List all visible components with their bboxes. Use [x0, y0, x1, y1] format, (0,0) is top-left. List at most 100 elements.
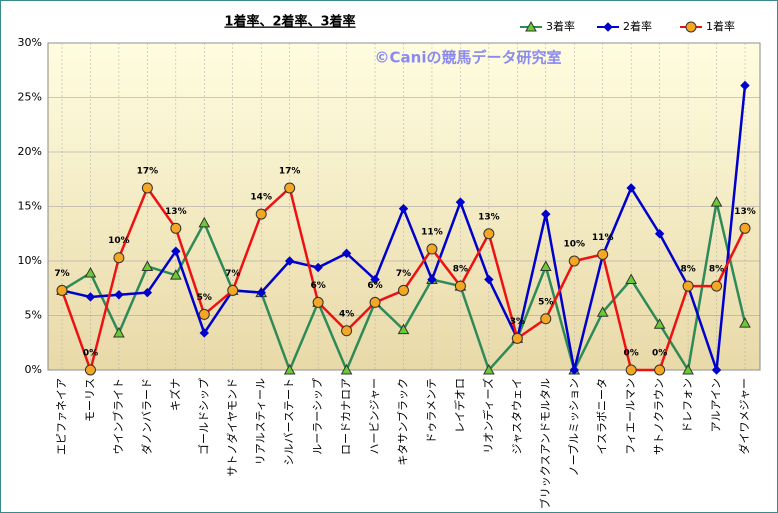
y-tick-label: 25%: [18, 91, 42, 104]
point: [654, 364, 666, 376]
point: [626, 183, 636, 193]
point: [654, 229, 665, 239]
point: [739, 317, 751, 328]
data-label: 11%: [592, 233, 614, 243]
point: [370, 274, 380, 285]
y-tick-label: 15%: [18, 200, 42, 213]
point: [539, 260, 552, 271]
point: [169, 269, 182, 280]
point: [454, 280, 466, 292]
point: [711, 280, 723, 292]
point: [341, 325, 353, 337]
x-tick-label: リアルスティール: [254, 378, 267, 465]
point: [596, 306, 609, 317]
data-label: 17%: [279, 166, 301, 176]
point: [597, 248, 609, 260]
point: [198, 308, 210, 320]
data-label: 7%: [54, 269, 69, 279]
data-label: 0%: [624, 349, 639, 359]
point: [426, 243, 438, 255]
point: [653, 318, 666, 329]
point: [170, 222, 182, 234]
x-tick-label: モーリス: [83, 378, 96, 422]
x-tick-label: レイデオロ: [452, 378, 466, 433]
point: [625, 364, 637, 376]
watermark: ©Caniの競馬データ研究室: [375, 49, 562, 67]
point: [369, 296, 381, 308]
point: [227, 284, 239, 296]
point: [710, 196, 723, 207]
point: [56, 284, 68, 296]
point: [483, 363, 495, 375]
point: [484, 274, 494, 285]
point: [340, 363, 353, 375]
point: [711, 365, 722, 375]
x-tick-label: エピファネイア: [55, 378, 68, 455]
point: [283, 363, 296, 375]
point: [84, 364, 96, 376]
legend-label: 2着率: [623, 19, 652, 33]
point: [284, 256, 295, 266]
data-label: 4%: [339, 309, 354, 319]
data-label: 17%: [137, 166, 159, 176]
y-tick-label: 10%: [18, 254, 42, 267]
x-tick-label: ゴールドシップ: [196, 378, 210, 455]
data-label: 10%: [108, 236, 130, 246]
legend-marker: [525, 20, 537, 32]
point: [511, 332, 523, 344]
x-tick-label: ダノンバラード: [139, 378, 153, 455]
x-tick-label: サトノダイヤモンド: [225, 378, 239, 477]
point: [256, 287, 266, 298]
x-tick-label: ノーブルミッション: [566, 378, 580, 476]
data-label: 7%: [225, 269, 240, 279]
point: [255, 208, 267, 220]
point: [427, 274, 437, 285]
x-tick-label: ドレフォン: [681, 378, 694, 433]
point: [398, 284, 409, 296]
legend-label: 1着率: [706, 19, 735, 33]
x-tick-label: ルーラーシップ: [311, 378, 324, 455]
point: [85, 292, 96, 302]
data-label: 5%: [197, 293, 212, 303]
point: [313, 262, 323, 273]
point: [141, 182, 153, 194]
point: [199, 328, 209, 338]
data-label: 14%: [250, 193, 272, 203]
point: [113, 252, 125, 264]
x-tick-label: ブリックスアンドモルタル: [538, 378, 552, 509]
point: [455, 197, 466, 207]
point: [312, 296, 324, 308]
data-label: 11%: [421, 228, 443, 238]
data-label: 8%: [709, 265, 724, 275]
y-tick-label: 30%: [18, 36, 42, 49]
data-label: 0%: [83, 349, 98, 359]
point: [541, 209, 551, 219]
x-tick-label: シルバーステート: [283, 378, 296, 465]
point: [398, 203, 409, 214]
x-tick-label: キタサンブラック: [396, 378, 410, 466]
data-label: 7%: [396, 269, 411, 279]
x-tick-label: アルアイン: [710, 378, 723, 432]
point: [540, 313, 552, 325]
data-label: 13%: [734, 207, 756, 217]
point: [141, 260, 154, 271]
point: [397, 323, 410, 335]
point: [483, 228, 495, 240]
y-tick-label: 5%: [25, 309, 42, 322]
point: [739, 222, 751, 234]
data-label: 8%: [453, 265, 468, 275]
data-label: 6%: [310, 281, 325, 291]
data-label: 6%: [367, 281, 382, 291]
x-tick-label: ドゥラメンテ: [425, 378, 438, 444]
legend-marker: [685, 21, 697, 33]
x-tick-label: キズナ: [168, 378, 182, 411]
x-tick-label: ロードカナロア: [340, 378, 353, 455]
point: [171, 246, 181, 256]
x-tick-label: サトノクラウン: [653, 378, 666, 455]
point: [142, 287, 153, 298]
chart-title: 1着率、2着率、3着率: [224, 14, 355, 30]
x-tick-label: ハービンジャー: [368, 378, 381, 454]
y-tick-label: 20%: [18, 145, 42, 158]
